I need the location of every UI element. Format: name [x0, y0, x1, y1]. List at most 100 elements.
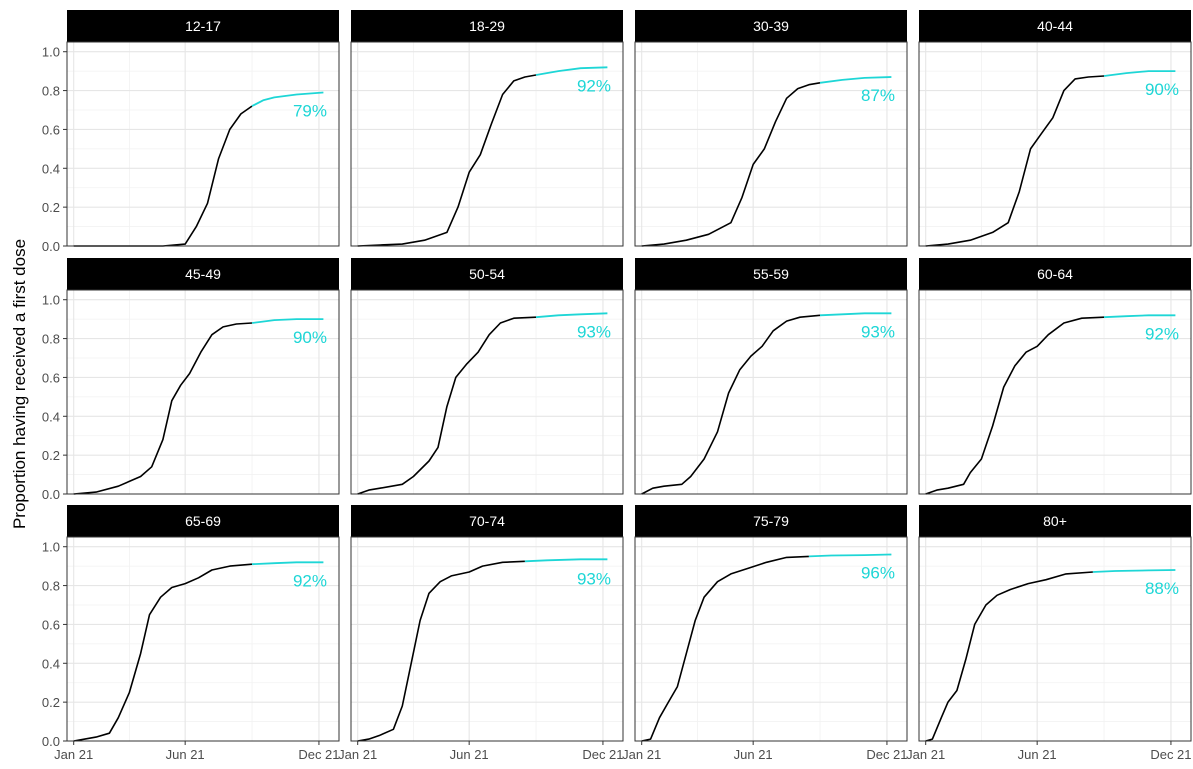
y-tick-label: 0.4	[42, 161, 60, 176]
observed-line	[357, 74, 537, 247]
final-percent-label: 88%	[1145, 579, 1179, 598]
final-percent-label: 92%	[293, 571, 327, 590]
panel-background	[67, 537, 339, 741]
x-tick-label: Jun 21	[450, 747, 489, 762]
panel-border	[350, 536, 624, 742]
panel-strip	[635, 505, 907, 537]
panel-strip-label: 18-29	[469, 18, 505, 34]
observed-line	[357, 560, 525, 742]
x-tick-label: Jan 21	[338, 747, 377, 762]
x-tick-label: Jun 21	[734, 747, 773, 762]
projection-line	[1103, 70, 1176, 77]
panel-background	[919, 537, 1191, 741]
y-tick-label: 0.0	[42, 734, 60, 749]
y-axis-title-text: Proportion having received a first dose	[10, 238, 29, 530]
panel-border	[918, 41, 1192, 247]
panel-border	[634, 536, 908, 742]
x-tick-label: Dec 21	[1150, 747, 1191, 762]
projection-line	[1092, 569, 1176, 573]
y-tick-label: 0.6	[42, 370, 60, 385]
y-tick-label: 0.0	[42, 487, 60, 502]
panel-background	[919, 290, 1191, 494]
observed-line	[73, 322, 253, 495]
observed-line	[925, 75, 1105, 247]
panel-strip-label: 55-59	[753, 266, 789, 282]
projection-line	[524, 558, 608, 563]
y-axis-title: Proportion having received a first dose	[0, 0, 40, 769]
panel-strip	[67, 10, 339, 42]
y-tick-label: 0.2	[42, 448, 60, 463]
panel-background	[351, 537, 623, 741]
panel-65-69: 65-69 92% 0.0 0.2 0.4 0.6 0.8 1.0 Jan 21 Jun 21 De…	[42, 505, 340, 762]
projection-line	[535, 312, 608, 319]
panel-background	[635, 290, 907, 494]
panel-strip	[351, 10, 623, 42]
panel-background	[635, 537, 907, 741]
x-tick-label: Jan 21	[622, 747, 661, 762]
projection-line	[808, 553, 892, 558]
panel-strip-label: 40-44	[1037, 18, 1073, 34]
x-tick-label: Jan 21	[906, 747, 945, 762]
observed-line	[641, 555, 809, 742]
final-percent-label: 79%	[293, 102, 327, 121]
panel-30-39: 30-39 87%	[634, 10, 908, 247]
projection-line	[251, 318, 324, 324]
y-tick-label: 0.4	[42, 656, 60, 671]
panel-strip-label: 80+	[1043, 513, 1067, 529]
panel-strip	[635, 258, 907, 290]
y-tick-label: 1.0	[42, 293, 60, 308]
panel-border	[350, 41, 624, 247]
panel-strip-label: 50-54	[469, 266, 505, 282]
panel-background	[919, 42, 1191, 246]
panel-strip-label: 65-69	[185, 513, 221, 529]
final-percent-label: 93%	[577, 322, 611, 341]
final-percent-label: 92%	[1145, 324, 1179, 343]
panel-55-59: 55-59 93%	[634, 258, 908, 495]
y-tick-label: 0.6	[42, 617, 60, 632]
final-percent-label: 93%	[861, 322, 895, 341]
panel-strip-label: 12-17	[185, 18, 221, 34]
panel-background	[351, 290, 623, 494]
panel-strip	[635, 10, 907, 42]
observed-line	[641, 82, 821, 247]
y-tick-label: 1.0	[42, 540, 60, 555]
y-tick-label: 0.0	[42, 239, 60, 254]
x-tick-label: Jan 21	[54, 747, 93, 762]
x-tick-label: Jun 21	[166, 747, 205, 762]
y-tick-label: 0.6	[42, 122, 60, 137]
panel-12-17: 12-17 79% 0.0 0.2 0.4 0.6 0.8 1.0	[42, 10, 340, 254]
panel-18-29: 18-29 92%	[350, 10, 624, 247]
projection-line	[819, 76, 892, 84]
final-percent-label: 93%	[577, 569, 611, 588]
observed-line	[357, 316, 537, 495]
panel-background	[635, 42, 907, 246]
final-percent-label: 96%	[861, 563, 895, 582]
y-tick-label: 1.0	[42, 45, 60, 60]
panel-strip-label: 45-49	[185, 266, 221, 282]
y-tick-label: 0.2	[42, 695, 60, 710]
panel-background	[67, 290, 339, 494]
projection-line	[251, 561, 324, 566]
panel-strip-label: 60-64	[1037, 266, 1073, 282]
final-percent-label: 87%	[861, 86, 895, 105]
panel-50-54: 50-54 93%	[350, 258, 624, 495]
panel-80+: 80+ 88% Jan 21 Jun 21 Dec 21	[906, 505, 1192, 762]
panel-strip	[67, 505, 339, 537]
observed-line	[73, 563, 253, 742]
x-tick-label: Dec 21	[298, 747, 339, 762]
projection-line	[1103, 314, 1176, 319]
y-tick-label: 0.8	[42, 579, 60, 594]
final-percent-label: 90%	[293, 328, 327, 347]
panel-strip	[67, 258, 339, 290]
panel-border	[918, 289, 1192, 495]
observed-line	[925, 316, 1105, 495]
panel-45-49: 45-49 90% 0.0 0.2 0.4 0.6 0.8 1.0	[42, 258, 340, 502]
panel-strip-label: 70-74	[469, 513, 505, 529]
x-tick-label: Dec 21	[866, 747, 907, 762]
observed-line	[925, 571, 1093, 742]
y-tick-label: 0.4	[42, 409, 60, 424]
panel-strip-label: 30-39	[753, 18, 789, 34]
x-tick-label: Jun 21	[1018, 747, 1057, 762]
panel-border	[66, 536, 340, 742]
